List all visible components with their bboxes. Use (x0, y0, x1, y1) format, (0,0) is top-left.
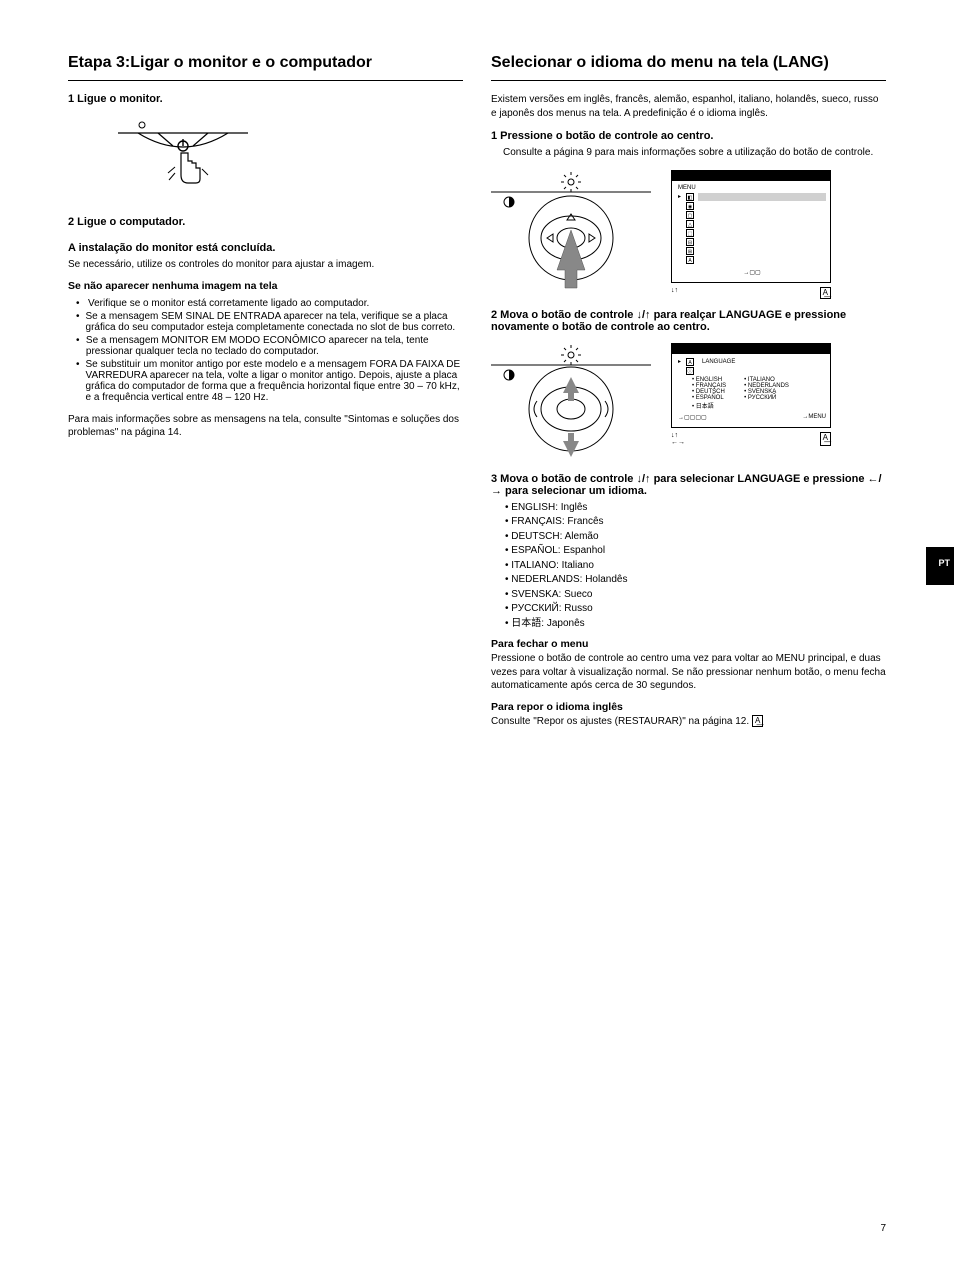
right-rule (491, 80, 886, 81)
osd-menu-2: ▸A͟LANGUAGE ⓘ • ENGLISH • FRANÇAIS • DEU… (671, 343, 831, 446)
control-diagram-2 (491, 343, 651, 463)
lang-icon: A͟ (820, 287, 831, 299)
left-column: Etapa 3:Ligar o monitor e o computador 1… (68, 40, 463, 734)
reset-title: Para repor o idioma inglês (491, 701, 886, 713)
right-intro: Existem versões em inglês, francês, alem… (491, 93, 886, 120)
left-section-title: Etapa 3:Ligar o monitor e o computador (68, 54, 463, 72)
diagram-row-2: ▸A͟LANGUAGE ⓘ • ENGLISH • FRANÇAIS • DEU… (491, 343, 886, 463)
diagram-row-1: MENU ▸◧ ◉ ▢ △ ⬚ ⊟ ⊞ A͟ →▢▢ ↓↑ A͟ (491, 170, 886, 299)
left-rule (68, 80, 463, 81)
r-step3-title: 3 Mova o botão de controle ↓/↑ para sele… (491, 473, 886, 497)
done-title: A instalação do monitor está concluída. (68, 242, 463, 254)
done-text: Se necessário, utilize os controles do m… (68, 258, 463, 272)
side-tab-label: PT (938, 558, 950, 568)
language-list: • ENGLISH: Inglês • FRANÇAIS: Francês • … (505, 501, 886, 631)
right-section-title: Selecionar o idioma do menu na tela (LAN… (491, 54, 886, 72)
page-number: 7 (880, 1223, 886, 1234)
r-step1-title: 1 Pressione o botão de controle ao centr… (491, 130, 886, 142)
step1-title: 1 Ligue o monitor. (68, 93, 463, 105)
power-button-diagram (118, 113, 463, 206)
osd1-title: MENU (678, 185, 826, 191)
r-step2-title: 2 Mova o botão de controle ↓/↑ para real… (491, 309, 886, 333)
right-column: Selecionar o idioma do menu na tela (LAN… (491, 40, 886, 734)
osd-menu-1: MENU ▸◧ ◉ ▢ △ ⬚ ⊟ ⊞ A͟ →▢▢ ↓↑ A͟ (671, 170, 831, 299)
no-image-list: •Verifique se o monitor está corretament… (76, 298, 463, 403)
close-text: Pressione o botão de controle ao centro … (491, 652, 886, 693)
more-info: Para mais informações sobre as mensagens… (68, 413, 463, 440)
control-diagram-1 (491, 170, 651, 290)
step2-title: 2 Ligue o computador. (68, 216, 463, 228)
r-step1-text: Consulte a página 9 para mais informaçõe… (503, 146, 886, 160)
page-columns: Etapa 3:Ligar o monitor e o computador 1… (68, 40, 886, 734)
osd1-caption-arrows: ↓↑ (671, 287, 678, 299)
b1: Verifique se o monitor está corretamente… (88, 298, 369, 309)
b2: Se a mensagem SEM SINAL DE ENTRADA apare… (86, 311, 463, 333)
close-title: Para fechar o menu (491, 638, 886, 650)
b4: Se substituir um monitor antigo por este… (86, 359, 463, 403)
reset-text: Consulte "Repor os ajustes (RESTAURAR)" … (491, 715, 886, 729)
b3: Se a mensagem MONITOR EM MODO ECONÔMICO … (86, 335, 463, 357)
no-image-title: Se não aparecer nenhuma imagem na tela (68, 280, 463, 292)
